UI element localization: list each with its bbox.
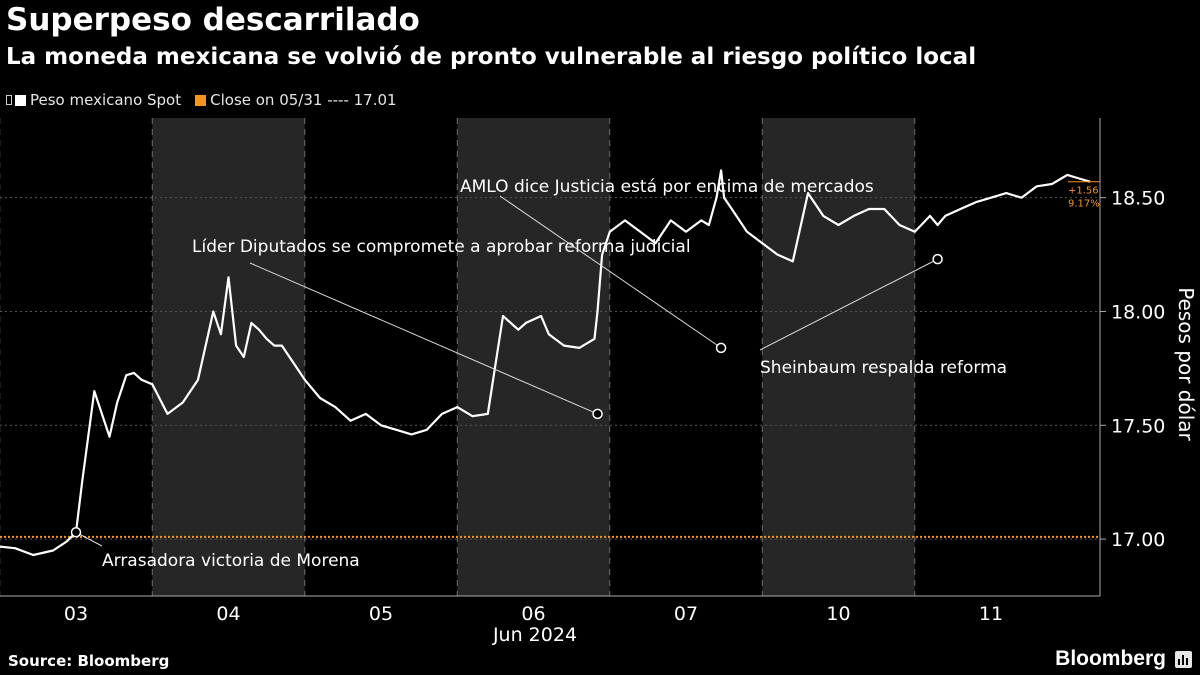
annotation-label: Líder Diputados se compromete a aprobar … [192, 237, 691, 257]
y-axis-label: Pesos por dólar [1174, 287, 1198, 441]
source-note: Source: Bloomberg [8, 652, 170, 670]
annotation-marker [715, 342, 727, 354]
annotation-leader [759, 258, 938, 351]
bloomberg-chart-icon [1175, 651, 1192, 668]
annotation-leader [499, 195, 722, 349]
series-line-peso-mexicano-spot [0, 169, 1091, 557]
annotation-marker [932, 253, 943, 265]
x-tick-label: 05 [369, 603, 393, 625]
annotation-marker [70, 527, 82, 538]
x-tick-label: 07 [674, 603, 698, 625]
annotation-label: Sheinbaum respalda reforma [760, 358, 1007, 378]
legend-series-label: Peso mexicano Spot [30, 91, 182, 109]
brand-logo: Bloomberg [1055, 647, 1166, 670]
day-shade-10 [762, 118, 915, 596]
x-axis-label: Jun 2024 [492, 624, 577, 646]
y-tick-label: 18.00 [1111, 301, 1165, 323]
y-tick-label: 18.50 [1111, 188, 1165, 210]
day-shade-06 [457, 118, 610, 596]
day-shade-04 [152, 118, 305, 596]
legend-close-label: Close on 05/31 ---- 17.01 [210, 91, 397, 109]
y-tick-label: 17.00 [1111, 529, 1165, 551]
annotation-marker [592, 408, 603, 420]
y-tick-label: 17.50 [1111, 415, 1165, 437]
chart-subtitle: La moneda mexicana se volvió de pronto v… [6, 44, 977, 70]
x-tick-label: 04 [216, 603, 240, 625]
x-tick-label: 06 [521, 603, 545, 625]
legend: Peso mexicano Spot Close on 05/31 ---- 1… [6, 91, 397, 109]
annotation-label: Arrasadora victoria de Morena [102, 551, 360, 571]
change-value: +1.56 [1068, 186, 1099, 197]
annotation-leader [249, 262, 598, 415]
annotation-label: AMLO dice Justicia está por encima de me… [460, 177, 874, 197]
legend-close-swatch [195, 94, 207, 106]
legend-handle-icon [6, 95, 12, 105]
x-tick-label: 11 [979, 603, 1003, 625]
change-percent: 9.17% [1068, 199, 1100, 210]
x-tick-label: 03 [64, 603, 88, 625]
legend-series-swatch [15, 94, 26, 106]
x-tick-label: 10 [826, 603, 850, 625]
chart-title: Superpeso descarrilado [6, 2, 420, 38]
